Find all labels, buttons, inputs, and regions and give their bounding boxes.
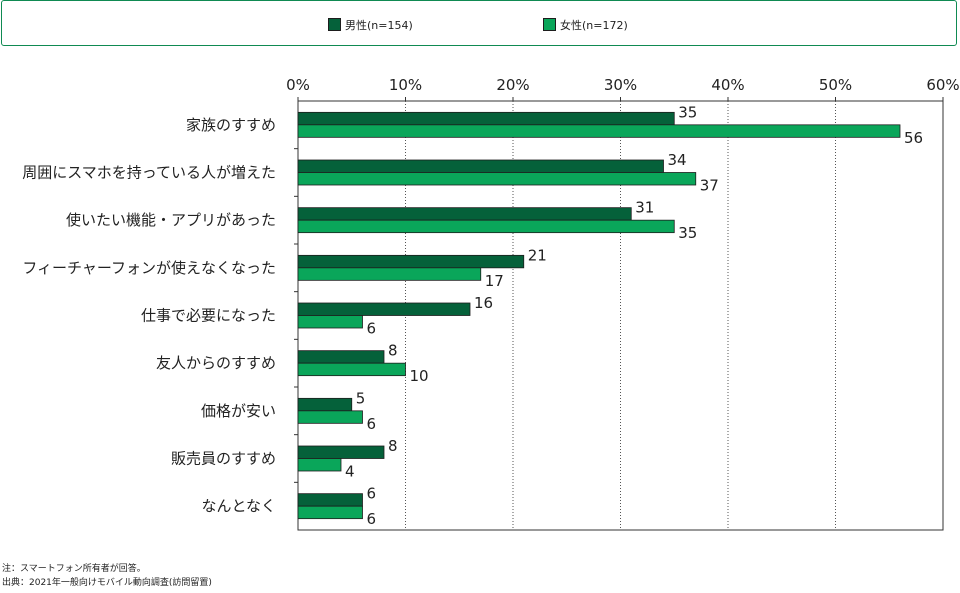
legend-label-male: 男性(n=154) [345, 19, 413, 32]
bar-male [297, 254, 525, 269]
bar-female [297, 505, 363, 520]
bar-male [297, 302, 471, 316]
bar-male [297, 397, 353, 412]
value-label-male: 8 [388, 437, 398, 455]
category-label: フィーチャーフォンが使えなくなった [22, 259, 276, 277]
category-label: 販売員のすすめ [171, 450, 276, 468]
value-label-female: 37 [700, 177, 719, 195]
category-label: 家族のすすめ [186, 116, 276, 134]
note-text: 注：スマートフォン所有者が回答。 [2, 564, 146, 574]
tick-label: 60% [926, 76, 959, 94]
bar-female [297, 172, 697, 186]
bar-female [297, 315, 363, 329]
value-label-male: 34 [668, 151, 687, 169]
bar-female [297, 267, 482, 281]
value-label-female: 35 [678, 224, 697, 242]
tick-label: 40% [711, 76, 744, 94]
value-label-male: 16 [474, 294, 493, 312]
value-label-female: 6 [367, 510, 377, 528]
bar-female [297, 219, 675, 234]
category-label: 仕事で必要になった [141, 307, 276, 325]
tick-label: 20% [496, 76, 529, 94]
category-label: 友人からのすすめ [156, 354, 276, 372]
value-label-female: 10 [410, 367, 429, 385]
value-label-female: 4 [345, 463, 355, 481]
value-label-male: 8 [388, 342, 398, 360]
bar-male [297, 493, 363, 507]
legend-swatch-male [328, 18, 341, 31]
bar-female [297, 124, 901, 138]
value-label-female: 6 [367, 320, 377, 338]
legend-item-female: 女性(n=172) [543, 17, 628, 33]
category-label: 使いたい機能・アプリがあった [66, 211, 276, 229]
category-label: なんとなく [201, 497, 276, 515]
bar-female [297, 458, 342, 472]
legend-item-male: 男性(n=154) [328, 17, 413, 33]
footnotes: 注：スマートフォン所有者が回答。 出典：2021年一般向けモバイル動向調査(訪問… [2, 562, 212, 590]
value-label-female: 6 [367, 415, 377, 433]
legend-swatch-female [543, 18, 556, 31]
value-label-male: 21 [528, 246, 547, 264]
bar-male [297, 350, 385, 364]
value-label-male: 5 [356, 389, 366, 407]
bar-female [297, 362, 406, 377]
category-label: 周囲にスマホを持っている人が増えた [22, 164, 276, 182]
tick-label: 10% [389, 76, 422, 94]
source-text: 出典：2021年一般向けモバイル動向調査(訪問留置) [2, 578, 212, 588]
bar-female [297, 410, 363, 424]
chart-legend: 男性(n=154) 女性(n=172) [1, 0, 957, 46]
bar-male [297, 111, 675, 126]
value-label-male: 35 [678, 103, 697, 121]
value-label-male: 31 [635, 199, 654, 217]
bar-male [297, 207, 632, 221]
tick-label: 50% [819, 76, 852, 94]
value-label-male: 6 [367, 485, 377, 503]
category-label: 価格が安い [201, 402, 276, 420]
value-label-female: 17 [485, 272, 504, 290]
tick-label: 0% [286, 76, 310, 94]
bar-male [297, 159, 664, 173]
value-label-female: 56 [904, 129, 923, 147]
legend-label-female: 女性(n=172) [560, 19, 628, 32]
tick-label: 30% [604, 76, 637, 94]
bar-male [297, 445, 385, 459]
